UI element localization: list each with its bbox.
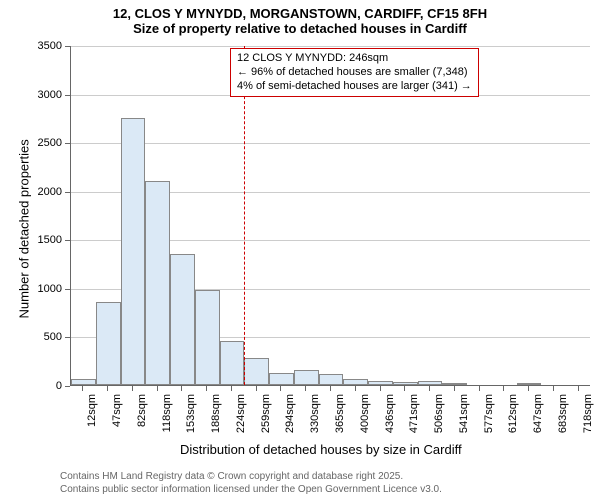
y-tick-label: 3500 xyxy=(30,40,62,52)
x-tick-mark xyxy=(107,386,108,391)
x-tick-label: 82sqm xyxy=(136,394,148,434)
y-tick-label: 2500 xyxy=(30,137,62,149)
y-tick-label: 2000 xyxy=(30,186,62,198)
x-tick-mark xyxy=(578,386,579,391)
y-tick-label: 0 xyxy=(30,380,62,392)
x-tick-mark xyxy=(280,386,281,391)
x-tick-label: 647sqm xyxy=(532,394,544,434)
x-tick-mark xyxy=(132,386,133,391)
y-tick-mark xyxy=(65,95,70,96)
x-tick-mark xyxy=(82,386,83,391)
x-tick-label: 153sqm xyxy=(185,394,197,434)
y-tick-label: 500 xyxy=(30,331,62,343)
x-tick-mark xyxy=(157,386,158,391)
x-tick-mark xyxy=(380,386,381,391)
histogram-bar xyxy=(71,379,96,385)
x-tick-mark xyxy=(206,386,207,391)
histogram-bar xyxy=(96,302,121,385)
annotation-line2: ← 96% of detached houses are smaller (7,… xyxy=(237,66,472,80)
y-tick-mark xyxy=(65,143,70,144)
histogram-bar xyxy=(269,373,294,385)
x-tick-label: 224sqm xyxy=(235,394,247,434)
footer-line1: Contains HM Land Registry data © Crown c… xyxy=(60,471,442,484)
histogram-bar xyxy=(220,341,245,385)
histogram-bar xyxy=(145,181,170,385)
grid-line xyxy=(71,143,590,144)
annotation-line1: 12 CLOS Y MYNYDD: 246sqm xyxy=(237,52,472,66)
y-tick-mark xyxy=(65,46,70,47)
y-tick-mark xyxy=(65,386,70,387)
footer-attribution: Contains HM Land Registry data © Crown c… xyxy=(60,471,442,496)
footer-line2: Contains public sector information licen… xyxy=(60,484,442,497)
x-tick-label: 47sqm xyxy=(111,394,123,434)
histogram-bar xyxy=(442,383,467,385)
x-tick-mark xyxy=(553,386,554,391)
x-tick-label: 436sqm xyxy=(384,394,396,434)
x-tick-mark xyxy=(256,386,257,391)
histogram-bar xyxy=(517,383,542,385)
y-tick-mark xyxy=(65,240,70,241)
x-tick-label: 506sqm xyxy=(433,394,445,434)
histogram-bar xyxy=(170,254,195,385)
y-tick-label: 1000 xyxy=(30,283,62,295)
x-tick-mark xyxy=(404,386,405,391)
x-tick-mark xyxy=(503,386,504,391)
x-tick-mark xyxy=(454,386,455,391)
x-tick-label: 365sqm xyxy=(334,394,346,434)
x-tick-label: 541sqm xyxy=(458,394,470,434)
x-tick-label: 718sqm xyxy=(582,394,594,434)
histogram-bar xyxy=(294,370,319,385)
histogram-bar xyxy=(121,118,146,385)
x-tick-label: 683sqm xyxy=(557,394,569,434)
annotation-box: 12 CLOS Y MYNYDD: 246sqm ← 96% of detach… xyxy=(230,48,479,97)
title-line2: Size of property relative to detached ho… xyxy=(0,21,600,36)
x-tick-mark xyxy=(355,386,356,391)
x-axis-label: Distribution of detached houses by size … xyxy=(180,442,462,457)
x-tick-mark xyxy=(429,386,430,391)
histogram-bar xyxy=(343,379,368,385)
x-tick-label: 330sqm xyxy=(309,394,321,434)
histogram-bar xyxy=(319,374,344,385)
x-tick-mark xyxy=(231,386,232,391)
histogram-bar xyxy=(368,381,393,385)
x-tick-label: 118sqm xyxy=(161,394,173,434)
x-tick-label: 188sqm xyxy=(210,394,222,434)
x-tick-mark xyxy=(479,386,480,391)
y-tick-mark xyxy=(65,289,70,290)
grid-line xyxy=(71,46,590,47)
x-tick-mark xyxy=(330,386,331,391)
x-tick-mark xyxy=(528,386,529,391)
histogram-bar xyxy=(418,381,443,385)
y-tick-label: 3000 xyxy=(30,89,62,101)
y-tick-label: 1500 xyxy=(30,234,62,246)
title-line1: 12, CLOS Y MYNYDD, MORGANSTOWN, CARDIFF,… xyxy=(0,6,600,21)
annotation-line3: 4% of semi-detached houses are larger (3… xyxy=(237,80,472,94)
histogram-bar xyxy=(244,358,269,385)
x-tick-mark xyxy=(305,386,306,391)
y-tick-mark xyxy=(65,192,70,193)
x-tick-label: 259sqm xyxy=(260,394,272,434)
y-tick-mark xyxy=(65,337,70,338)
x-tick-mark xyxy=(181,386,182,391)
x-tick-label: 612sqm xyxy=(507,394,519,434)
x-tick-label: 471sqm xyxy=(408,394,420,434)
x-tick-label: 400sqm xyxy=(359,394,371,434)
x-tick-label: 294sqm xyxy=(284,394,296,434)
histogram-bar xyxy=(393,382,418,385)
histogram-bar xyxy=(195,290,220,385)
x-tick-label: 12sqm xyxy=(86,394,98,434)
x-tick-label: 577sqm xyxy=(483,394,495,434)
